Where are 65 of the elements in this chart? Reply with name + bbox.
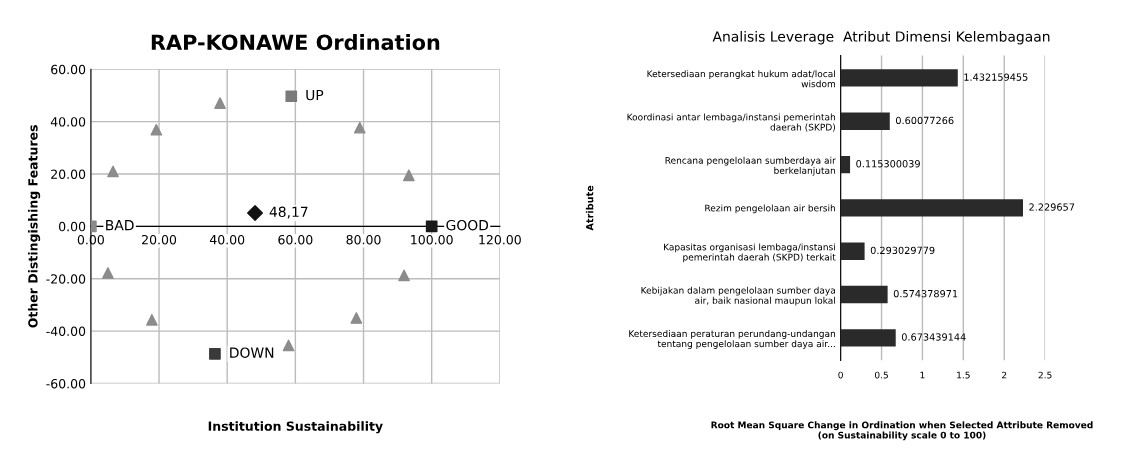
bar (840, 285, 888, 304)
data-label: 2.229657 (1029, 203, 1075, 211)
y-tick-label: 60.00 (51, 64, 86, 75)
y-tick-label: -20.00 (46, 274, 86, 284)
annotation: 48,17 (269, 206, 308, 219)
y-tick-label: Ketersediaan peraturan perundang-undangan tentang pengelolaan sumber daya air... (629, 330, 836, 349)
bar (840, 329, 896, 347)
y-tick-label: Ketersediaan perangkat hukum adat/local wisdom (647, 70, 836, 88)
x-tick-label: 1 (920, 371, 925, 379)
x-tick-label: 0.5 (874, 371, 888, 379)
annotation: BAD (106, 220, 134, 231)
y-axis-title: Other Distingishing Features (27, 125, 41, 328)
y-tick-label: 20.00 (51, 169, 86, 179)
annotation: DOWN (230, 347, 274, 358)
y-tick-label: Rezim pengelolaan air bersih (705, 204, 836, 214)
y-axis-title: Atribute (585, 185, 594, 231)
bar (840, 112, 890, 130)
x-tick-label: 20.00 (142, 234, 177, 245)
point (282, 339, 295, 352)
x-tick-label: 2.5 (1038, 371, 1052, 379)
x-tick-label: 120.00 (479, 234, 521, 245)
x-tick-label: 2 (1002, 371, 1007, 379)
y-tick-label: -40.00 (46, 326, 86, 337)
data-label: 0.115300039 (856, 160, 920, 168)
point (150, 123, 163, 136)
x-tick-label: 40.00 (209, 234, 245, 245)
data-label: 0.293029779 (870, 246, 935, 255)
point (398, 269, 410, 282)
data-label: 0.673439144 (901, 333, 966, 341)
point (209, 348, 221, 360)
point (350, 312, 363, 324)
point (214, 97, 226, 109)
point (107, 165, 119, 178)
x-axis-title: Root Mean Square Change in Ordination when Selected Attribute Removed (on Sustainability scale 0 to 100) (711, 421, 1093, 441)
x-tick-label: 80.00 (346, 234, 381, 245)
x-tick-label: 100.00 (411, 234, 453, 245)
data-label: 0.574378971 (893, 289, 958, 298)
chart-title: Analisis Leverage Atribut Dimensi Kelembagaan (712, 31, 1050, 45)
y-tick-label: Rencana pengelolaan sumberdaya air berkelanjutan (665, 156, 836, 176)
x-tick-label: 60.00 (278, 234, 313, 245)
data-label: 0.60077266 (895, 116, 954, 125)
y-tick-label: Koordinasi antar lembaga/instansi pemerintah daerah (SKPD) (627, 113, 836, 132)
point (285, 90, 298, 103)
annotation: GOOD (446, 219, 489, 231)
point (247, 205, 264, 222)
data-label: 1.432159455 (964, 73, 1028, 81)
y-tick-label: 0.00 (59, 221, 86, 232)
bar (840, 242, 865, 260)
x-tick-label: 0 (838, 371, 843, 379)
bar (840, 69, 958, 87)
point (425, 220, 438, 233)
point (146, 313, 158, 326)
point (403, 169, 415, 182)
point (102, 267, 114, 279)
x-tick-label: 1.5 (957, 371, 970, 379)
bar (840, 155, 851, 174)
x-axis-title: Institution Sustainability (208, 421, 383, 434)
y-tick-label: Kapasitas organisasi lembaga/instansi pemerintah daerah (SKPD) terkait (664, 243, 836, 263)
y-tick-label: 40.00 (50, 117, 86, 127)
annotation: UP (306, 89, 324, 101)
chart-title: RAP-KONAWE Ordination (151, 34, 440, 51)
point (353, 121, 366, 134)
y-tick-label: -60.00 (46, 378, 86, 389)
bar (840, 199, 1024, 217)
y-tick-label: Kebijakan dalam pengelolaan sumber daya air, baik nasional maupun lokal (641, 286, 835, 306)
